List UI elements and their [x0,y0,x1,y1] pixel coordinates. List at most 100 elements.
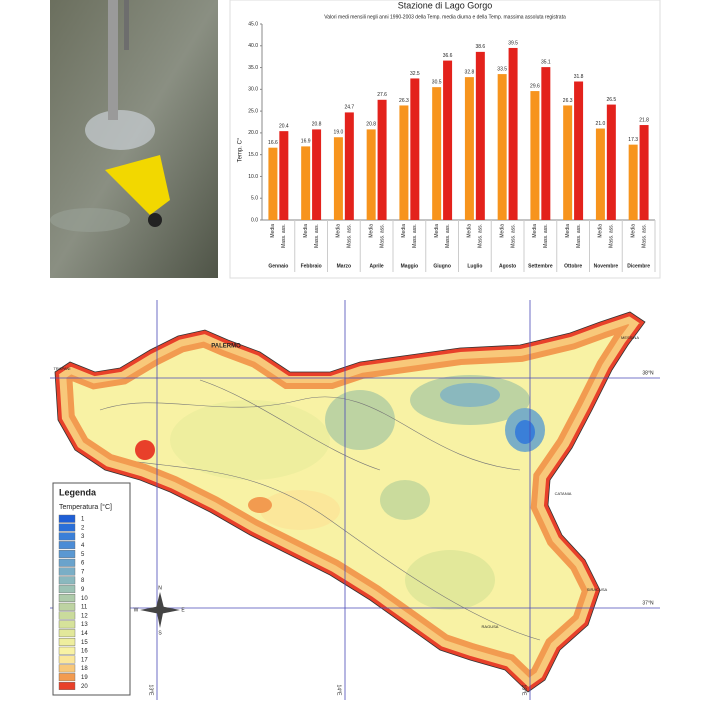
longitude-label: 14°E [336,685,342,697]
longitude-label: 15°E [521,685,527,697]
bar [464,77,474,220]
x-tick-label: Febbraio [301,263,322,269]
bar [268,147,278,220]
value-label: 21.8 [639,117,649,123]
bar [497,74,507,220]
legend-level: 11 [81,605,88,611]
place-label: RAGUSA [482,624,499,629]
y-tick-label: 35.0 [248,65,258,71]
legend-swatch [58,638,76,646]
legend-swatch [58,620,76,629]
legend-level: 10 [81,596,88,602]
legend-level: 2 [81,525,85,531]
y-tick-label: 5.0 [251,196,258,202]
x-tick-label: Aprile [370,263,384,269]
bar [410,78,420,220]
value-label: 16.9 [301,139,311,145]
legend-level: 13 [81,622,88,628]
y-tick-label: 25.0 [248,108,258,114]
x-tick-label: Dicembre [627,263,650,269]
map [50,300,660,700]
series-label: Mass. ass. [510,224,516,248]
compass-label: E [181,607,185,613]
legend-level: 15 [81,640,88,646]
y-tick-label: 10.0 [248,174,258,180]
legend-level: 3 [81,534,85,540]
bar [574,81,584,220]
series-label: Mass. ass. [576,224,582,248]
legend-swatch [58,585,76,594]
legend-level: 20 [81,684,88,690]
bar [563,105,573,220]
x-tick-label: Maggio [401,263,419,269]
compass-label: W [134,607,139,613]
y-tick-label: 45.0 [248,21,258,27]
series-label: Mass. ass. [445,224,451,248]
y-tick-label: 20.0 [248,130,258,136]
chart-title: Stazione di Lago Gorgo [398,0,493,10]
x-tick-label: Agosto [499,263,516,269]
legend-swatch [58,576,76,585]
x-tick-label: Ottobre [564,263,582,269]
series-label: Mass. ass. [379,224,385,248]
legend-subtitle: Temperatura [°C] [59,503,112,511]
bar [333,137,343,220]
legend-level: 18 [81,666,88,672]
legend-swatch [58,673,76,682]
legend-swatch [58,602,76,611]
y-tick-label: 15.0 [248,152,258,158]
series-label: Media [303,224,309,238]
bar [541,67,551,221]
legend-level: 1 [81,517,85,523]
series-label: Media [499,224,505,238]
bar [530,91,540,220]
series-label: Mass. ass. [543,224,549,248]
legend-level: 6 [81,561,85,567]
series-label: Mass. ass. [641,224,647,248]
series-label: Media [270,224,276,238]
legend-swatch [58,541,76,550]
value-label: 21.0 [596,121,606,127]
x-tick-label: Novembre [594,263,619,269]
value-label: 31.8 [574,74,584,80]
legend-title: Legenda [59,487,97,497]
value-label: 24.7 [344,105,354,111]
value-label: 26.3 [563,98,573,104]
legend-swatch [58,514,76,523]
legend-level: 9 [81,587,85,593]
value-label: 20.8 [312,122,322,128]
legend-swatch [58,532,76,541]
series-label: Media [630,224,636,238]
series-label: Mass. ass. [412,224,418,248]
legend-level: 14 [81,631,88,637]
value-label: 33.5 [497,66,507,72]
place-label: PALERMO [211,344,241,350]
legend-level: 12 [81,613,88,619]
value-label: 29.6 [530,83,540,89]
bar [366,129,376,220]
bar [432,87,442,221]
x-tick-label: Marzo [337,263,351,269]
bar [399,105,409,220]
bar [628,144,638,220]
value-label: 26.5 [606,97,616,103]
value-label: 32.5 [410,71,420,77]
series-label: Mass. ass. [478,224,484,248]
value-label: 39.5 [508,40,518,46]
x-tick-label: Gennaio [268,263,288,269]
place-label: SIRACUSA [587,587,608,592]
bar [443,60,453,220]
bar [475,51,485,221]
legend-swatch [58,682,76,690]
value-label: 20.8 [366,122,376,128]
bar [312,129,322,220]
value-label: 30.5 [432,79,442,85]
legend-swatch [58,655,76,664]
series-label: Mass. ass. [609,224,615,248]
y-axis-label: Temp. C° [238,137,244,162]
latitude-label: 38°N [642,370,654,376]
value-label: 20.4 [279,123,289,129]
legend-level: 7 [81,569,85,575]
y-tick-label: 40.0 [248,43,258,49]
